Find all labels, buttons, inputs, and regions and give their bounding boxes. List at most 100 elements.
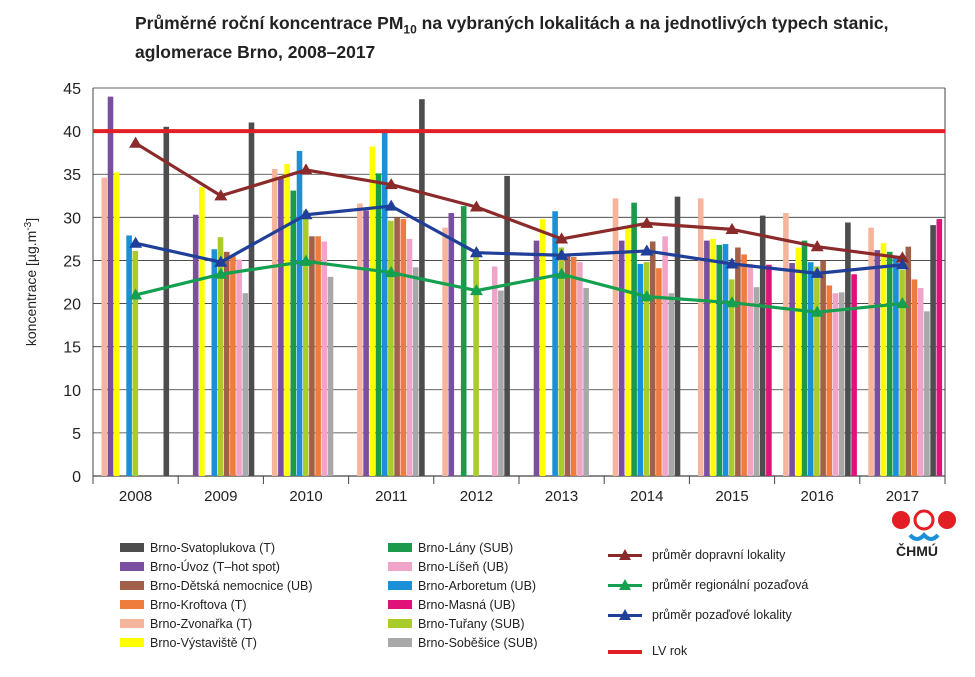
bar [716, 244, 723, 476]
legend-swatch [120, 543, 144, 552]
bar [211, 249, 218, 476]
legend-label: průměr dopravní lokality [652, 548, 786, 562]
legend-label: Brno-Zvonařka (T) [150, 616, 253, 631]
bar [759, 215, 766, 476]
bar [766, 264, 772, 476]
bar [649, 241, 656, 476]
y-tick-label: 10 [63, 383, 81, 400]
legend-swatch [388, 581, 412, 590]
bar [735, 247, 741, 476]
line-marker [810, 305, 824, 317]
legend-item: Brno-Zvonařka (T) [120, 614, 313, 633]
legend-label: Brno-Kroftova (T) [150, 597, 247, 612]
y-tick-label: 25 [63, 253, 81, 270]
line-marker [810, 240, 824, 252]
bar [674, 196, 681, 476]
bar [460, 206, 467, 476]
legend-item: Brno-Lány (SUB) [388, 538, 538, 557]
bar [199, 187, 205, 476]
x-tick-label: 2010 [289, 488, 322, 505]
legend-swatch [388, 600, 412, 609]
bar [612, 198, 619, 476]
bar [539, 219, 546, 476]
legend-swatch [388, 543, 412, 552]
bar [230, 255, 236, 476]
legend-item-line: průměr regionální pozaďová [608, 570, 808, 600]
legend-item: Brno-Dětská nemocnice (UB) [120, 576, 313, 595]
bar [911, 279, 918, 476]
bar [832, 293, 839, 476]
line-marker [384, 199, 398, 211]
legend-label: Brno-Soběšice (SUB) [418, 635, 538, 650]
x-tick-label: 2011 [375, 488, 407, 505]
bar [381, 131, 388, 476]
bar [577, 262, 583, 476]
bar [753, 287, 760, 476]
y-tick-label: 45 [63, 81, 81, 98]
x-tick-label: 2017 [886, 488, 919, 505]
x-tick-label: 2012 [460, 488, 493, 505]
bar [704, 240, 710, 476]
bar [697, 198, 704, 476]
bar [936, 219, 943, 476]
bar [388, 220, 394, 476]
bar [357, 203, 363, 476]
bar [564, 255, 571, 476]
bar [236, 259, 242, 476]
bar [533, 240, 540, 476]
bar [163, 126, 170, 477]
legend-item: Brno-Svatoplukova (T) [120, 538, 313, 557]
bar [419, 99, 425, 476]
y-tick-label: 40 [63, 124, 81, 141]
bar [113, 172, 120, 476]
bar [722, 244, 729, 476]
legend-label: průměr pozaďové lokality [652, 608, 792, 622]
line-marker [129, 136, 143, 148]
x-tick-label: 2015 [715, 488, 748, 505]
line-marker [640, 290, 654, 302]
bar [442, 227, 448, 476]
legend-line-swatch [608, 549, 642, 561]
line-marker [725, 257, 739, 269]
line-marker [214, 189, 228, 201]
legend-swatch [120, 581, 144, 590]
line-marker [299, 163, 313, 175]
line-marker [640, 244, 654, 256]
legend-label: Brno-Výstaviště (T) [150, 635, 257, 650]
bar [394, 217, 400, 477]
line-marker [129, 236, 143, 248]
line-marker [555, 267, 569, 279]
bar [284, 163, 290, 476]
series-line [134, 141, 903, 260]
bar [242, 293, 249, 476]
bar [369, 146, 376, 476]
legend-item-line: LV rok [608, 630, 808, 672]
x-tick-label: 2013 [545, 488, 578, 505]
bar [637, 263, 644, 476]
legend-label: Brno-Arboretum (UB) [418, 578, 537, 593]
bar [880, 243, 887, 476]
legend-label: Brno-Tuřany (SUB) [418, 616, 525, 631]
bar [801, 240, 808, 476]
line-marker [895, 258, 909, 270]
line-marker [384, 178, 398, 190]
bar [868, 227, 874, 476]
bar [838, 292, 845, 476]
legend-item: Brno-Soběšice (SUB) [388, 633, 538, 652]
y-tick-label: 20 [63, 297, 81, 314]
legend-item: Brno-Masná (UB) [388, 595, 538, 614]
bar [917, 288, 924, 476]
bar [126, 235, 132, 476]
bar [905, 246, 912, 476]
bar [315, 236, 321, 476]
legend-item: Brno-Tuřany (SUB) [388, 614, 538, 633]
bar [893, 256, 899, 476]
bar [321, 241, 328, 476]
legend-label: Brno-Líšeň (UB) [418, 559, 509, 574]
bar [795, 247, 802, 476]
bar [101, 177, 108, 476]
line-marker [214, 255, 228, 267]
bar [668, 293, 675, 476]
bar [643, 262, 650, 476]
